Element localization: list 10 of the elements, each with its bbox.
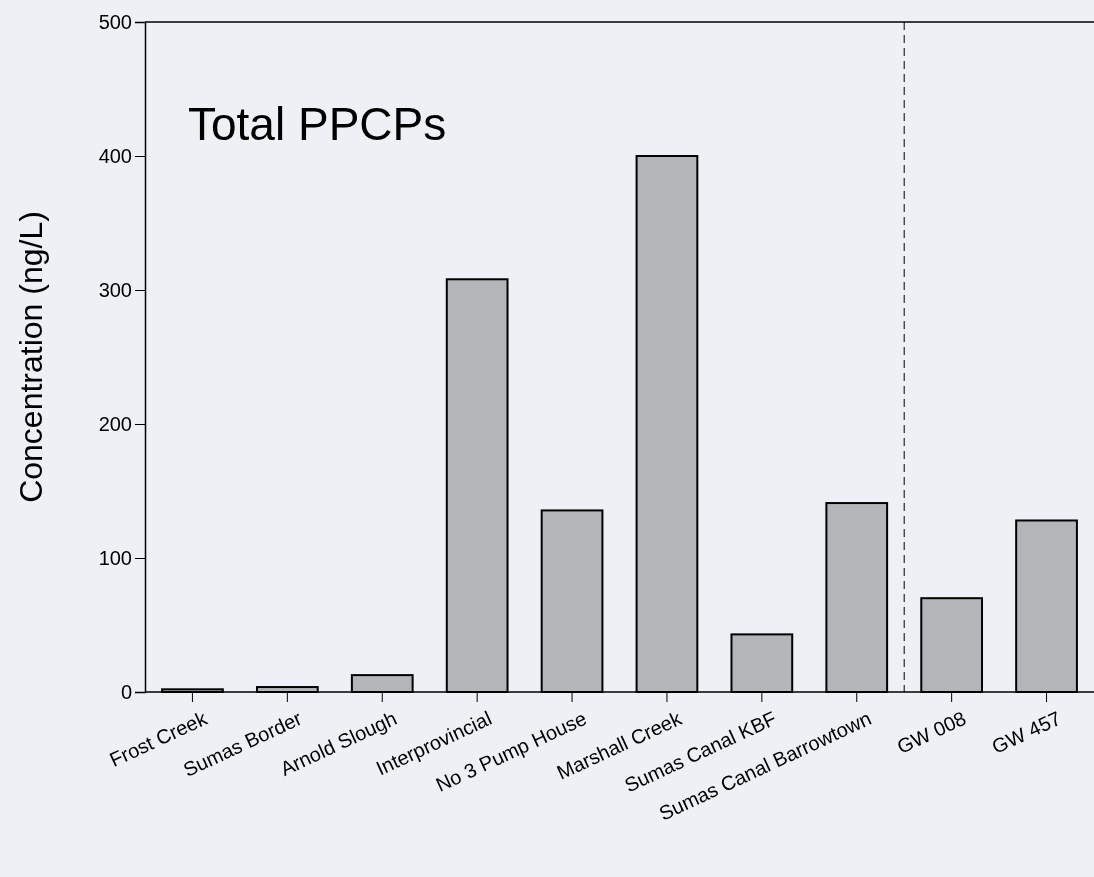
text: Total PPCPs [188,98,447,150]
y-tick-label: 500 [98,10,132,33]
y-tick-label: 400 [98,144,132,167]
y-tick-label: 200 [98,412,132,435]
y-axis-title: Concentration (ng/L) [13,211,49,503]
x-tick-label: GW 457 [988,706,1065,758]
x-tick-label: GW 008 [893,706,970,758]
y-tick-label: 300 [98,278,132,301]
y-tick-label: 100 [98,546,132,569]
y-tick-label: 0 [120,680,132,703]
